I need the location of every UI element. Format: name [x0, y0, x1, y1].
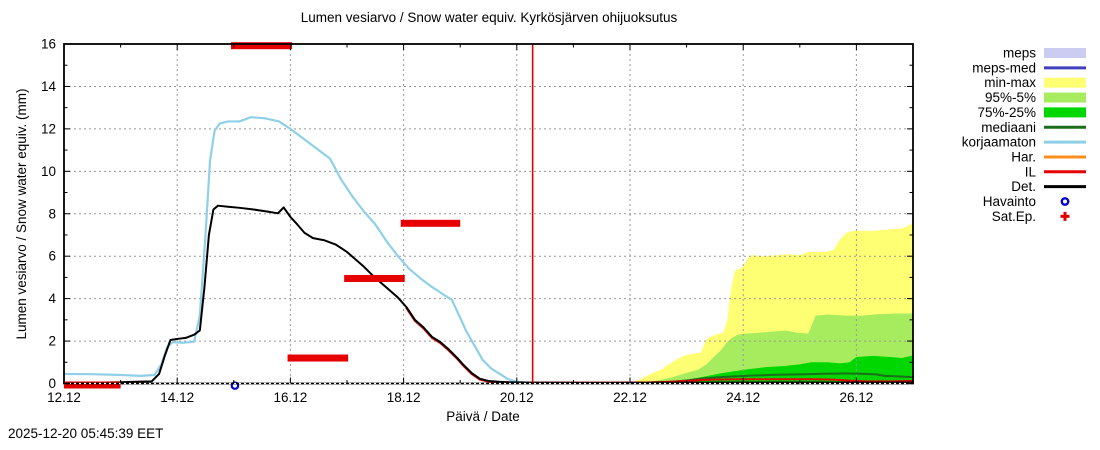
sat-ep-bar	[400, 219, 461, 227]
legend-label: mediaani	[981, 120, 1036, 135]
legend-label: IL	[1025, 164, 1037, 179]
x-tick-label: 12.12	[47, 390, 81, 405]
legend-label: 75%-25%	[977, 105, 1036, 120]
x-tick-label: 26.12	[840, 390, 874, 405]
legend-label: Sat.Ep.	[992, 209, 1036, 224]
sat-ep-bar	[287, 354, 349, 362]
x-tick-label: 20.12	[500, 390, 534, 405]
series-Det	[63, 204, 914, 385]
y-tick-label: 14	[41, 79, 57, 94]
legend-label: 95%-5%	[985, 90, 1036, 105]
legend-band-swatch	[1044, 77, 1086, 88]
legend-item-har-: Har.	[1011, 149, 1086, 164]
y-axis-label: Lumen vesiarvo / Snow water equiv. (mm)	[14, 88, 29, 339]
legend-band-swatch	[1044, 48, 1086, 58]
legend-label: meps-med	[972, 60, 1036, 75]
x-tick-label: 24.12	[726, 390, 760, 405]
x-tick-label: 22.12	[613, 390, 647, 405]
legend-item-il: IL	[1025, 164, 1086, 179]
legend-item-meps-med: meps-med	[972, 60, 1086, 75]
plot-bands	[627, 223, 913, 384]
y-tick-label: 4	[48, 291, 56, 306]
legend-item-95-5-: 95%-5%	[985, 90, 1086, 105]
y-tick-label: 6	[48, 249, 56, 264]
plot-grid	[64, 44, 913, 384]
timestamp: 2025-12-20 05:45:39 EET	[8, 426, 163, 441]
legend-band-swatch	[1044, 92, 1086, 103]
x-tick-label: 16.12	[274, 390, 308, 405]
plot-markers	[64, 42, 461, 390]
legend-label: Havainto	[983, 194, 1036, 209]
y-tick-label: 16	[41, 37, 56, 52]
y-tick-label: 12	[41, 121, 56, 136]
axis-tick-labels: 12.12 14.12 16.12 18.12 20.12 22.12 24.12 26.12…	[41, 37, 873, 406]
series-korjaamaton	[62, 116, 533, 385]
plot-frame-ticks	[63, 43, 914, 385]
legend-item-korjaamaton: korjaamaton	[962, 135, 1086, 150]
legend-label: Det.	[1011, 179, 1036, 194]
legend-item-mediaani: mediaani	[981, 120, 1086, 135]
x-axis-label: Päivä / Date	[446, 409, 520, 424]
sat-ep-bar	[230, 42, 293, 50]
x-tick-label: 18.12	[387, 390, 421, 405]
sat-ep-bar	[64, 381, 121, 389]
legend-item-meps: meps	[1003, 46, 1086, 61]
chart-title: Lumen vesiarvo / Snow water equiv. Kyrkö…	[301, 10, 678, 25]
legend: mepsmeps-medmin-max95%-5%75%-25%mediaani…	[962, 46, 1086, 224]
legend-item-sat-ep-: Sat.Ep.	[992, 209, 1070, 224]
legend-band-swatch	[1044, 107, 1086, 118]
legend-label: meps	[1003, 46, 1036, 61]
legend-item-havainto: Havainto	[983, 194, 1070, 209]
legend-label: min-max	[984, 75, 1036, 90]
y-tick-label: 8	[48, 206, 56, 221]
y-tick-label: 2	[48, 334, 56, 349]
legend-circle-marker	[1060, 197, 1070, 206]
y-tick-label: 0	[48, 376, 56, 391]
legend-label: Har.	[1011, 149, 1036, 164]
legend-item-75-25-: 75%-25%	[977, 105, 1086, 120]
sat-ep-bar	[344, 274, 405, 282]
legend-item-det-: Det.	[1011, 179, 1086, 194]
x-tick-label: 14.12	[160, 390, 194, 405]
legend-label: korjaamaton	[962, 135, 1036, 150]
legend-item-min-max: min-max	[984, 75, 1086, 90]
y-tick-label: 10	[41, 164, 56, 179]
plot-series	[62, 116, 914, 385]
